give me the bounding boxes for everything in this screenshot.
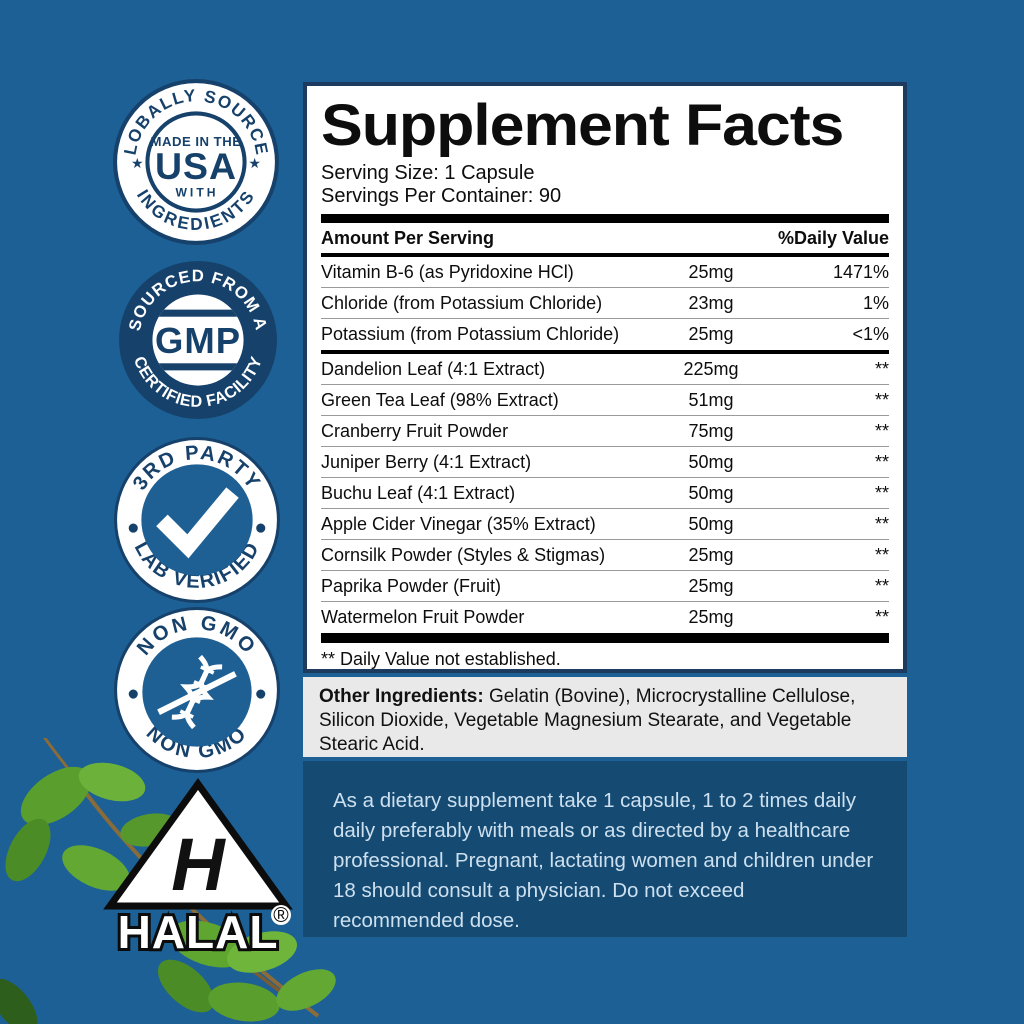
divider-medium [321,253,889,258]
ingredient-name: Apple Cider Vinegar (35% Extract) [321,513,596,534]
gmp-center-text: GMP [155,320,241,361]
leaf-cluster-bottom [0,920,336,1024]
table-row: Cornsilk Powder (Styles & Stigmas) 25mg … [321,540,889,572]
ingredient-amount: 75mg [688,420,734,441]
ingredient-amount: 25mg [688,261,734,282]
other-ingredients-text: Gelatin (Bovine), Microcrystalline Cellu… [319,686,856,755]
ingredient-name: Chloride (from Potassium Chloride) [321,292,603,313]
ingredient-dv: ** [874,575,889,596]
ingredient-dv: 1471% [832,261,889,282]
other-ingredients-label: Other Ingredients: [319,686,484,707]
directions-text: As a dietary supplement take 1 capsule, … [333,789,874,932]
servings-per-container: Servings Per Container: 90 [321,185,562,208]
table-row: Chloride (from Potassium Chloride) 23mg … [321,288,889,320]
ingredient-name: Buchu Leaf (4:1 Extract) [321,482,516,503]
ingredient-name: Green Tea Leaf (98% Extract) [321,389,559,410]
ingredient-dv: ** [874,544,889,565]
other-ingredients-box: Other Ingredients: Gelatin (Bovine), Mic… [303,677,907,757]
ingredient-name: Potassium (from Potassium Chloride) [321,324,620,345]
ingredient-amount: 25mg [688,324,734,345]
lab-verified-badge: 3RD PARTY LAB VERIFIED [114,437,280,603]
ingredient-name: Cornsilk Powder (Styles & Stigmas) [321,544,606,565]
made-in-usa-badge: GLOBALLY SOURCED INGREDIENTS ★ ★ MADE IN… [111,77,279,245]
ingredient-amount: 23mg [688,292,734,313]
gmp-certified-badge: SOURCED FROM A CERTIFIED FACILITY GMP [119,261,277,419]
ingredient-name: Cranberry Fruit Powder [321,420,509,441]
usa-line1: MADE IN THE [151,134,242,149]
ingredient-name: Juniper Berry (4:1 Extract) [321,451,532,472]
table-row: Buchu Leaf (4:1 Extract) 50mg ** [321,478,889,510]
column-daily-value: %Daily Value [777,228,889,249]
checkmark-icon [156,487,239,559]
table-row: Paprika Powder (Fruit) 25mg ** [321,571,889,603]
divider-thick [321,633,889,644]
ingredient-name: Dandelion Leaf (4:1 Extract) [321,358,546,379]
divider-thick [321,214,889,224]
star-icon: ★ [131,156,144,172]
halal-triangle-logo: H ® HALAL [103,778,293,952]
ingredient-name: Watermelon Fruit Powder [321,607,525,628]
table-row: Vitamin B-6 (as Pyridoxine HCl) 25mg 147… [321,257,889,289]
ingredient-dv: 1% [862,292,889,313]
table-row: Apple Cider Vinegar (35% Extract) 50mg *… [321,509,889,541]
ingredient-name: Vitamin B-6 (as Pyridoxine HCl) [321,261,574,282]
table-row: Juniper Berry (4:1 Extract) 50mg ** [321,447,889,479]
table-row: Potassium (from Potassium Chloride) 25mg… [321,319,889,350]
supplement-facts-panel: Supplement Facts Serving Size: 1 Capsule… [303,82,907,673]
ingredient-amount: 51mg [688,389,734,410]
panel-title: Supplement Facts [321,93,844,158]
ingredient-amount: 50mg [688,513,734,534]
serving-size: Serving Size: 1 Capsule [321,162,535,185]
registered-trademark-icon: ® [273,904,289,927]
divider-medium [321,350,889,355]
ingredient-dv: ** [874,451,889,472]
column-amount-per-serving: Amount Per Serving [321,228,495,249]
star-icon: ★ [248,156,261,172]
ingredient-name: Paprika Powder (Fruit) [321,575,502,596]
table-row: Dandelion Leaf (4:1 Extract) 225mg ** [321,354,889,386]
directions-box: As a dietary supplement take 1 capsule, … [303,761,907,937]
halal-label: HALAL [118,906,279,952]
daily-value-footnote: ** Daily Value not established. [321,649,561,670]
table-row: Green Tea Leaf (98% Extract) 51mg ** [321,385,889,417]
table-header: Amount Per Serving %Daily Value [321,223,889,253]
usa-line2: USA [155,145,237,187]
ingredient-amount: 25mg [688,575,734,596]
ingredient-amount: 25mg [688,607,734,628]
ingredient-amount: 225mg [683,358,739,379]
ingredient-dv: <1% [852,324,889,345]
ingredient-amount: 50mg [688,451,734,472]
ingredient-dv: ** [874,358,889,379]
table-row: Watermelon Fruit Powder 25mg ** [321,602,889,633]
ingredient-dv: ** [874,513,889,534]
ingredient-dv: ** [874,420,889,441]
ingredient-dv: ** [874,607,889,628]
ingredient-amount: 25mg [688,544,734,565]
ingredient-dv: ** [874,482,889,503]
ingredient-dv: ** [874,389,889,410]
usa-line3: WITH [175,185,218,199]
dna-crossed-icon [157,654,237,730]
halal-h-letter: H [171,823,226,906]
table-row: Cranberry Fruit Powder 75mg ** [321,416,889,448]
ingredient-amount: 50mg [688,482,734,503]
non-gmo-badge: NON GMO NON GMO [114,607,280,773]
